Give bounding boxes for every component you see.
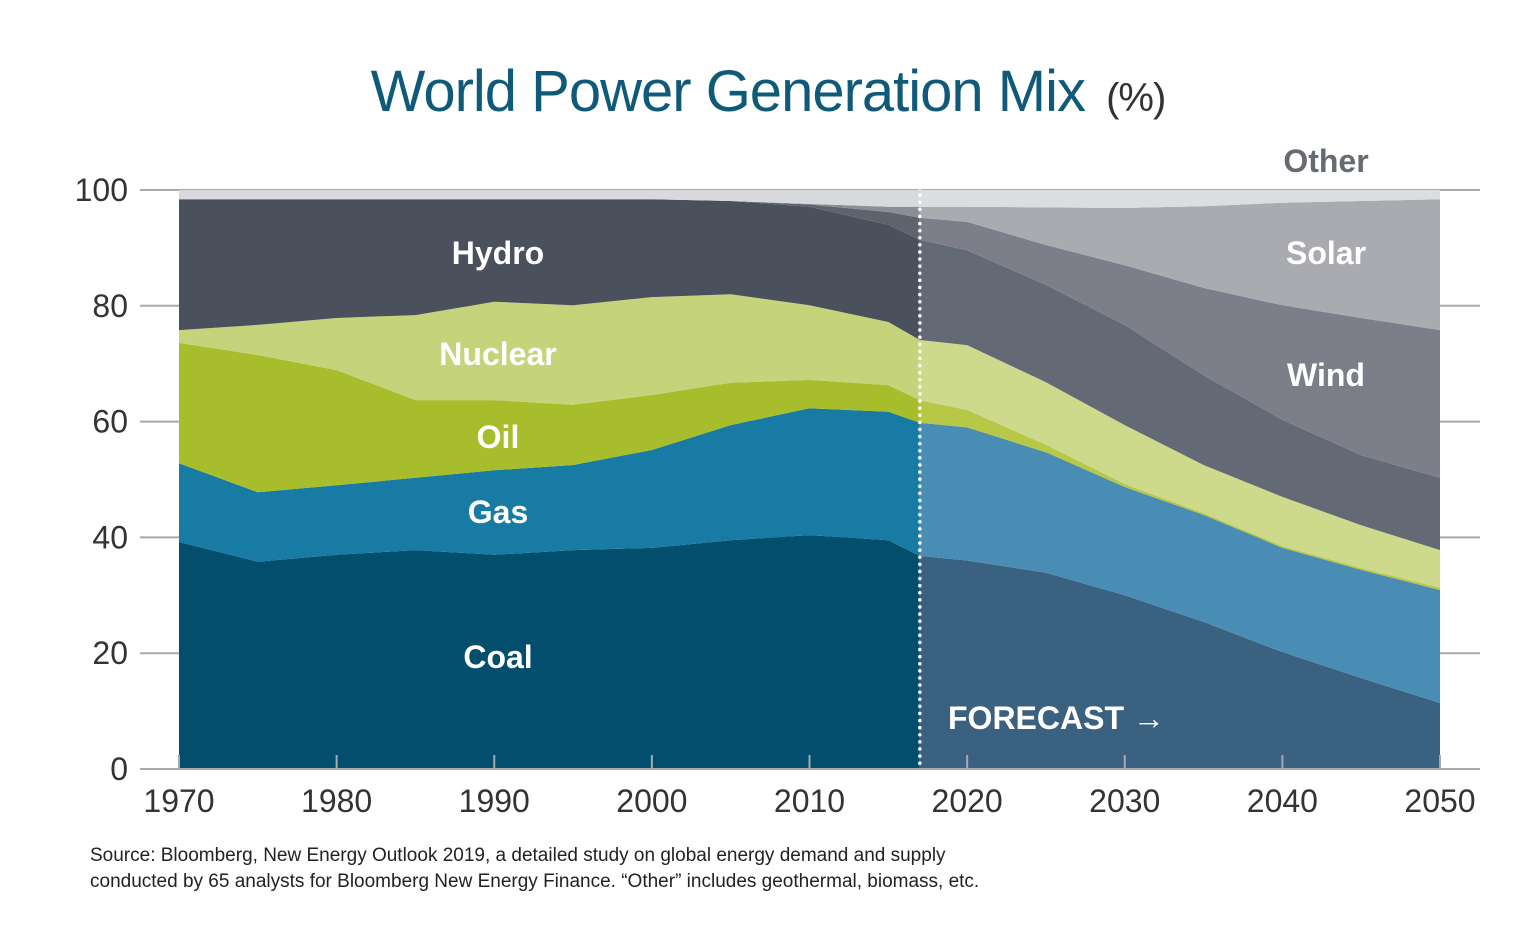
series-solar (179, 199, 1440, 331)
area-nuclear-forecast (919, 339, 1440, 588)
series-wind (179, 199, 1440, 478)
area-wind-forecast (919, 217, 1440, 478)
y-tick-label: 80 (92, 288, 128, 324)
area-gas-forecast (919, 422, 1440, 703)
source-note-line-1: Source: Bloomberg, New Energy Outlook 20… (90, 845, 946, 866)
series-coal (179, 535, 1440, 769)
area-other-historical (179, 190, 920, 207)
series-label-solar: Solar (1286, 235, 1366, 271)
forecast-label: FORECAST → (948, 700, 1165, 736)
x-tick-label: 2010 (774, 783, 845, 819)
area-hydro-historical (179, 199, 920, 340)
chart-title-text: World Power Generation Mix (370, 59, 1086, 124)
series-gas (179, 408, 1440, 703)
series-label-nuclear: Nuclear (439, 336, 556, 372)
x-tick-label: 2040 (1247, 783, 1318, 819)
area-oil-forecast (919, 400, 1440, 591)
series-nuclear (179, 294, 1440, 588)
y-tick-label: 60 (92, 404, 128, 440)
y-tick-label: 40 (92, 519, 128, 555)
series-label-hydro: Hydro (452, 235, 544, 271)
area-hydro-forecast (919, 239, 1440, 551)
x-tick-label: 2020 (932, 783, 1003, 819)
x-tick-label: 2030 (1089, 783, 1160, 819)
area-oil-historical (179, 342, 920, 493)
x-tick-label: 2000 (616, 783, 687, 819)
source-note-line-2: conducted by 65 analysts for Bloomberg N… (90, 871, 980, 892)
x-tick-label: 1980 (301, 783, 372, 819)
area-other-forecast (919, 190, 1440, 208)
area-solar-forecast (919, 199, 1440, 331)
series-label-gas: Gas (468, 494, 528, 530)
chart-title: World Power Generation Mix (%) (0, 58, 1536, 125)
y-tick-label: 100 (75, 172, 128, 208)
chart-title-unit: (%) (1106, 76, 1166, 120)
y-tick-label: 20 (92, 635, 128, 671)
area-gas-historical (179, 408, 920, 562)
x-tick-label: 1990 (459, 783, 530, 819)
y-tick-label: 0 (110, 751, 128, 787)
x-tick-label: 2050 (1404, 783, 1475, 819)
series-oil (179, 342, 1440, 591)
series-label-oil: Oil (477, 419, 520, 455)
area-coal-forecast (919, 555, 1440, 769)
series-hydro (179, 199, 1440, 551)
x-tick-label: 1970 (143, 783, 214, 819)
series-label-other: Other (1283, 143, 1368, 179)
series-other (179, 190, 1440, 208)
series-label-coal: Coal (463, 639, 532, 675)
area-coal-historical (179, 535, 920, 769)
area-nuclear-historical (179, 294, 920, 405)
series-label-wind: Wind (1287, 357, 1365, 393)
